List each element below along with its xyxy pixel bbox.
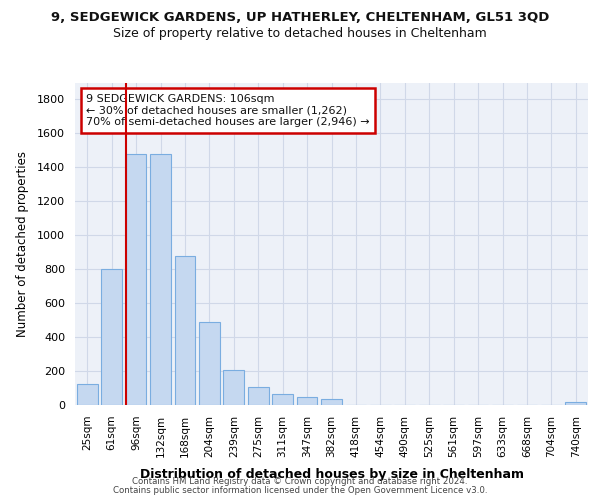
Bar	[272, 394, 293, 405]
Bar	[101, 269, 122, 405]
Bar	[77, 384, 98, 405]
Text: Size of property relative to detached houses in Cheltenham: Size of property relative to detached ho…	[113, 28, 487, 40]
Bar	[125, 154, 146, 405]
Bar	[223, 370, 244, 405]
Text: Contains HM Land Registry data © Crown copyright and database right 2024.: Contains HM Land Registry data © Crown c…	[132, 477, 468, 486]
Y-axis label: Number of detached properties: Number of detached properties	[16, 151, 29, 337]
Bar	[321, 399, 342, 405]
Text: 9 SEDGEWICK GARDENS: 106sqm
← 30% of detached houses are smaller (1,262)
70% of : 9 SEDGEWICK GARDENS: 106sqm ← 30% of det…	[86, 94, 370, 127]
Bar	[199, 322, 220, 405]
Bar	[248, 387, 269, 405]
Bar	[150, 154, 171, 405]
Text: Contains public sector information licensed under the Open Government Licence v3: Contains public sector information licen…	[113, 486, 487, 495]
Bar	[565, 402, 586, 405]
Text: 9, SEDGEWICK GARDENS, UP HATHERLEY, CHELTENHAM, GL51 3QD: 9, SEDGEWICK GARDENS, UP HATHERLEY, CHEL…	[51, 11, 549, 24]
Bar	[175, 256, 196, 405]
X-axis label: Distribution of detached houses by size in Cheltenham: Distribution of detached houses by size …	[139, 468, 523, 481]
Bar	[296, 396, 317, 405]
